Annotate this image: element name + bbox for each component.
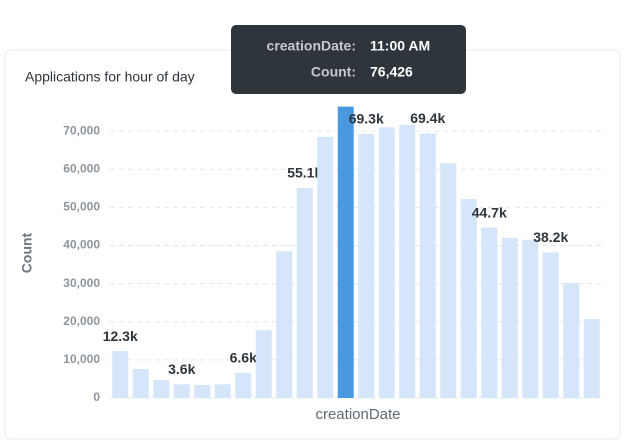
bar	[255, 330, 272, 398]
tooltip-box	[231, 25, 466, 94]
bar	[399, 125, 416, 399]
tooltip-x-value: 11:00 AM	[370, 38, 430, 54]
y-tick-label: 30,000	[63, 276, 100, 290]
y-tick-label: 60,000	[63, 161, 100, 175]
bar	[317, 136, 334, 398]
bar	[358, 133, 375, 398]
y-tick-label: 10,000	[63, 352, 100, 366]
bar	[378, 127, 395, 398]
bar	[563, 282, 580, 398]
value-label: 3.6k	[168, 361, 195, 377]
x-axis-label: creationDate	[315, 406, 400, 423]
chart-title: Applications for hour of day	[25, 69, 195, 85]
tooltip-x-name: creationDate:	[267, 38, 356, 54]
bar	[501, 237, 518, 398]
y-tick-label: 0	[93, 390, 100, 404]
value-label: 38.2k	[533, 229, 568, 245]
bar	[522, 239, 539, 398]
bar	[542, 252, 559, 398]
bar	[214, 384, 231, 398]
bar	[153, 380, 170, 398]
y-tick-label: 50,000	[63, 200, 100, 214]
plot: 0 10,000 20,000 30,000 40,000 50,000 60,000 70,…	[63, 106, 602, 404]
bar	[173, 384, 190, 398]
bar	[235, 372, 252, 398]
bar	[337, 106, 354, 398]
bar	[194, 385, 211, 398]
bar	[296, 187, 313, 398]
value-label: 55.1k	[287, 165, 322, 181]
bar	[583, 319, 600, 398]
value-label: 6.6k	[230, 350, 257, 366]
value-label: 69.3k	[349, 110, 384, 126]
y-tick-label: 40,000	[63, 238, 100, 252]
y-tick-label: 70,000	[63, 123, 100, 137]
bar	[481, 227, 498, 398]
bar	[112, 351, 129, 398]
y-tick-label: 20,000	[63, 314, 100, 328]
bar	[440, 163, 457, 398]
tooltip: creationDate: 11:00 AM Count: 76,426	[231, 25, 466, 94]
bar	[132, 369, 149, 398]
tooltip-y-value: 76,426	[370, 64, 413, 80]
value-label: 12.3k	[103, 328, 138, 344]
y-axis-label: Count	[19, 232, 35, 273]
bar	[276, 251, 293, 398]
bar	[419, 133, 436, 398]
tooltip-y-name: Count:	[311, 64, 356, 80]
bar	[460, 198, 477, 398]
value-label: 69.4k	[410, 110, 445, 126]
value-label: 44.7k	[472, 204, 507, 220]
